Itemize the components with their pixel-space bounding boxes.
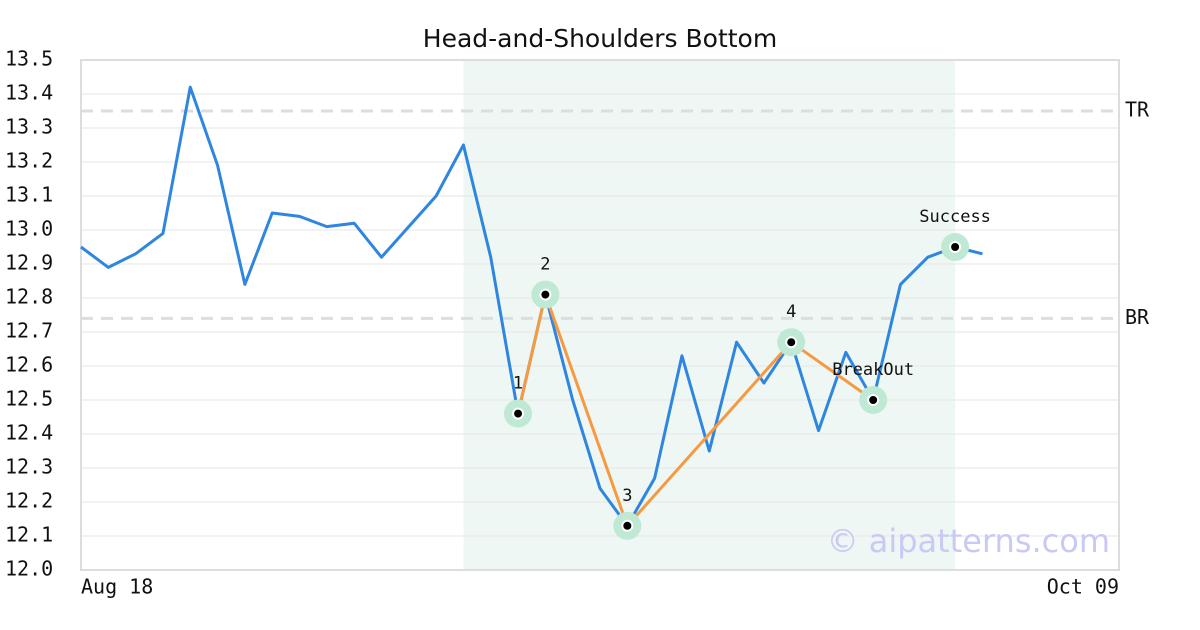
y-tick-label: 12.1 bbox=[5, 523, 53, 547]
y-tick-label: 12.9 bbox=[5, 251, 53, 275]
pattern-point bbox=[621, 519, 634, 532]
y-tick-label: 13.2 bbox=[5, 149, 53, 173]
pattern-point bbox=[512, 407, 525, 420]
plot-frame bbox=[80, 59, 1120, 571]
y-tick-label: 13.1 bbox=[5, 183, 53, 207]
y-tick-label: 12.5 bbox=[5, 387, 53, 411]
pattern-label: 3 bbox=[622, 486, 632, 506]
pattern-region bbox=[463, 60, 956, 570]
y-tick-label: 12.2 bbox=[5, 489, 53, 513]
y-tick-label: 12.8 bbox=[5, 285, 53, 309]
y-tick-label: 12.3 bbox=[5, 455, 53, 479]
y-tick-label: 12.0 bbox=[5, 557, 53, 581]
pattern-label: 1 bbox=[513, 374, 523, 394]
y-tick-label: 13.4 bbox=[5, 81, 53, 105]
pattern-label: Success bbox=[919, 207, 991, 227]
x-tick-label: Oct 09 bbox=[1047, 575, 1119, 599]
pattern-point bbox=[949, 241, 962, 253]
watermark: © aipatterns.com bbox=[827, 522, 1110, 560]
chart-title: Head-and-Shoulders Bottom bbox=[423, 24, 777, 53]
x-tick-label: Aug 18 bbox=[81, 575, 153, 599]
y-tick-label: 13.3 bbox=[5, 115, 53, 139]
y-tick-label: 13.0 bbox=[5, 217, 53, 241]
y-tick-label: 12.7 bbox=[5, 319, 53, 343]
pattern-label: 2 bbox=[540, 255, 550, 275]
pattern-point bbox=[785, 336, 798, 349]
level-label: TR bbox=[1125, 98, 1150, 122]
pattern-point bbox=[539, 288, 552, 301]
pattern-label: BreakOut bbox=[832, 360, 914, 380]
level-label: BR bbox=[1125, 305, 1150, 329]
y-tick-label: 12.4 bbox=[5, 421, 53, 445]
y-tick-label: 12.6 bbox=[5, 353, 53, 377]
y-tick-label: 13.5 bbox=[5, 47, 53, 71]
pattern-point bbox=[867, 394, 880, 406]
pattern-label: 4 bbox=[786, 302, 796, 322]
